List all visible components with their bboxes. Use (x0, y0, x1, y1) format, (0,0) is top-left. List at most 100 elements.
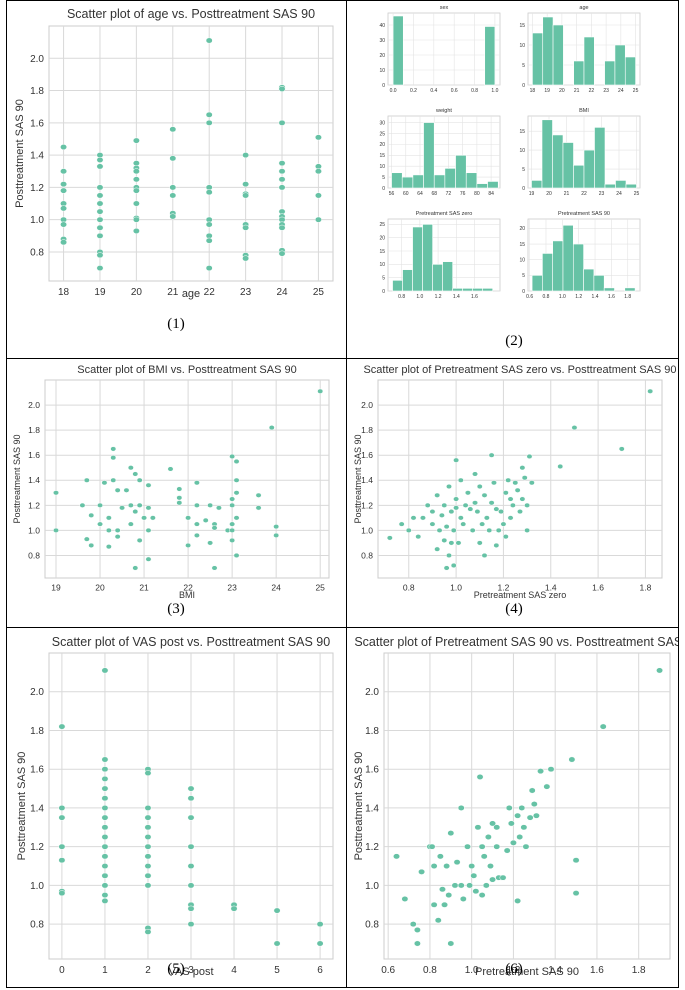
y-tick-label: 1.8 (28, 425, 40, 435)
chart-title: Scatter plot of age vs. Posttreatment SA… (67, 7, 315, 21)
x-tick-label: 19 (529, 191, 535, 197)
data-point (502, 490, 509, 496)
data-point (526, 453, 533, 459)
data-point (205, 221, 213, 228)
data-point (314, 134, 322, 141)
x-tick-label: 1.8 (640, 583, 652, 593)
histogram-bar (442, 261, 453, 292)
data-point (101, 824, 109, 831)
data-point (434, 546, 441, 552)
x-tick-label: 25 (634, 191, 640, 197)
y-tick-label: 20 (379, 53, 385, 59)
data-point (233, 490, 240, 496)
data-point (144, 824, 152, 831)
data-point (96, 232, 104, 239)
figure-frame (6, 0, 679, 988)
data-point (424, 502, 431, 508)
scatter-sas-90-chart: 0.6 0.8 1.0 1.2 1.4 1.6 1.8 0.8 1.0 1.2 1.4 1.6 1.8 2… (353, 635, 678, 978)
data-point (101, 853, 109, 860)
data-point (413, 940, 421, 947)
y-tick-label: 1.0 (30, 215, 44, 226)
data-point (278, 160, 286, 167)
data-point (53, 490, 59, 496)
data-point (101, 882, 109, 889)
y-axis-label: Posttreatment SAS 90 (16, 752, 28, 861)
y-tick-label: 2.0 (361, 400, 373, 410)
data-point (509, 839, 517, 846)
data-point (230, 905, 238, 912)
data-point (488, 500, 495, 506)
x-tick-label: 1.0 (559, 294, 566, 300)
data-point (273, 940, 281, 947)
x-tick-label: 22 (581, 191, 587, 197)
data-point (618, 446, 625, 452)
data-point (60, 144, 68, 151)
data-point (123, 487, 130, 493)
data-point (447, 940, 455, 947)
data-point (453, 457, 460, 463)
data-point (60, 239, 68, 246)
data-point (532, 812, 540, 819)
data-point (101, 480, 108, 486)
y-tick-label: 1.6 (28, 450, 40, 460)
x-tick-label: 0.8 (543, 294, 550, 300)
data-point (96, 184, 104, 191)
y-tick-label: 10 (519, 43, 525, 49)
y-tick-label: 0.8 (361, 550, 373, 560)
data-point (58, 814, 66, 821)
data-point (187, 905, 195, 912)
data-point (446, 483, 452, 490)
data-point (144, 853, 152, 860)
data-point (96, 216, 104, 223)
data-point (273, 524, 280, 530)
y-tick-label: 30 (379, 38, 385, 44)
histogram-bar (583, 149, 595, 189)
x-tick-label: 0.6 (451, 88, 458, 94)
data-point (207, 540, 214, 546)
data-point (479, 521, 486, 527)
y-tick-label: 0.8 (30, 247, 44, 258)
data-point (187, 863, 195, 870)
data-point (457, 804, 465, 811)
data-point (229, 521, 236, 527)
x-tick-label: 18 (58, 287, 70, 298)
x-tick-label: 1.4 (592, 294, 599, 300)
data-point (145, 482, 152, 488)
data-point (58, 843, 66, 850)
data-point (445, 892, 453, 899)
data-point (132, 187, 140, 194)
histograms-panel: 0 10 20 30 40 0.0 0.2 0.4 0.6 0.8 1.0 sex 0 5 10 15 18 19… (348, 1, 678, 357)
data-point (58, 804, 66, 811)
data-point (647, 388, 654, 394)
data-point (436, 527, 443, 533)
x-tick-label: 20 (131, 287, 143, 298)
scatter-age-panel: 18 19 20 21 22 23 24 25 0.8 1.0 1.2 1.4 1.6 1.8 2.0 Sca… (7, 1, 345, 357)
data-point (149, 515, 156, 521)
histogram-bar (487, 181, 499, 189)
data-point (144, 770, 152, 777)
data-point (441, 537, 448, 543)
data-point (229, 502, 236, 508)
data-point (176, 486, 183, 492)
data-point (101, 897, 109, 904)
histogram-bar (552, 24, 564, 86)
data-point (503, 847, 511, 854)
x-tick-label: 84 (488, 191, 494, 197)
data-point (60, 187, 68, 194)
histogram-bar (603, 287, 615, 292)
data-point (229, 527, 236, 533)
data-point (101, 872, 109, 879)
data-point (215, 505, 222, 511)
y-tick-label: 0.8 (28, 550, 40, 560)
data-point (486, 527, 493, 533)
data-point (491, 480, 497, 486)
histogram-bar (455, 154, 467, 189)
y-tick-label: 20 (519, 226, 525, 232)
data-point (60, 168, 68, 175)
data-point (193, 502, 200, 508)
x-tick-label: 22 (183, 583, 193, 593)
x-tick-label: 1.4 (548, 965, 562, 976)
data-point (176, 495, 183, 501)
data-point (132, 509, 139, 515)
data-point (60, 205, 68, 212)
